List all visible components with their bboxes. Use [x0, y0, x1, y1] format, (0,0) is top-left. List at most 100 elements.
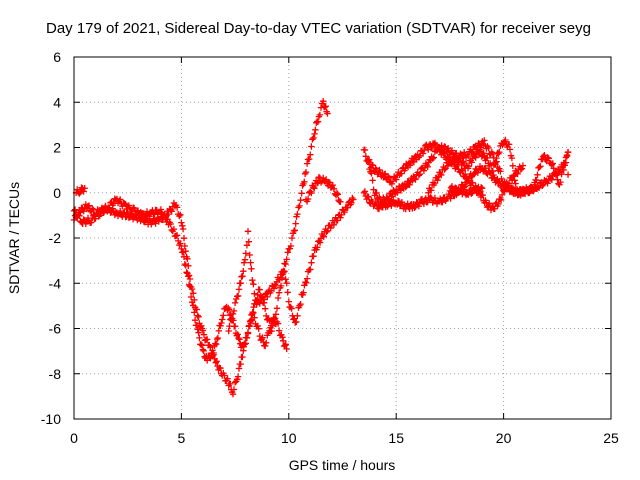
data-point-marker [547, 160, 562, 187]
data-point-marker [500, 136, 513, 151]
data-point-marker [272, 289, 283, 318]
data-point-marker [253, 290, 270, 308]
data-point-marker [249, 309, 259, 328]
data-point-marker [463, 155, 476, 172]
data-point-marker [285, 298, 298, 323]
series-track-b [70, 195, 290, 364]
data-point-marker [472, 183, 485, 196]
data-point-marker [274, 320, 285, 339]
series-track-a [70, 98, 331, 398]
data-point-marker [178, 245, 188, 268]
data-point-marker [219, 369, 231, 384]
data-point-marker [564, 148, 572, 156]
data-point-marker [307, 134, 317, 158]
data-point-marker [238, 256, 249, 280]
data-point-marker [506, 146, 519, 187]
data-point-marker [285, 234, 296, 253]
series-track-c [72, 173, 357, 335]
data-point-marker [240, 334, 251, 350]
x-tick-label: 20 [496, 430, 512, 446]
chart-title: Day 179 of 2021, Sidereal Day-to-day VTE… [46, 20, 591, 37]
data-point-marker [231, 323, 242, 342]
data-point-marker [81, 185, 88, 192]
data-point-marker [281, 268, 291, 296]
data-point-marker [264, 315, 274, 331]
data-point-marker [418, 156, 433, 174]
y-axis-label: SDTVAR / TECUs [6, 182, 22, 294]
data-point-marker [146, 214, 162, 228]
data-point-marker [195, 329, 206, 349]
data-point-marker [564, 171, 572, 178]
data-point-marker [496, 186, 508, 204]
x-axis-label: GPS time / hours [289, 457, 396, 473]
data-point-marker [244, 228, 255, 272]
data-point-marker [171, 201, 184, 220]
data-point-marker [350, 196, 357, 203]
data-point-marker [405, 152, 420, 169]
data-point-marker [212, 358, 225, 377]
data-point-marker [186, 283, 197, 309]
data-point-marker [279, 334, 289, 350]
data-point-marker [302, 188, 315, 205]
data-point-marker [186, 275, 197, 297]
y-tick-label: -4 [49, 275, 62, 291]
x-tick-labels: 0 5 10 15 20 25 [70, 430, 619, 446]
data-point-marker [371, 189, 384, 204]
data-point-marker [289, 213, 300, 237]
data-point-marker [343, 194, 356, 211]
data-point-marker [476, 146, 489, 164]
data-point-marker [298, 170, 309, 197]
data-point-marker [195, 313, 206, 332]
data-point-marker [182, 262, 193, 288]
data-point-marker [234, 280, 244, 300]
data-point-marker [463, 175, 476, 189]
y-tick-label: -2 [49, 230, 62, 246]
data-point-marker [262, 329, 272, 350]
data-point-marker [487, 170, 502, 188]
data-point-marker [317, 226, 330, 242]
data-point-marker [451, 154, 463, 166]
data-point-marker [478, 164, 493, 178]
data-point-marker [367, 168, 377, 193]
data-point-marker [298, 275, 311, 298]
data-point-marker [214, 319, 225, 342]
data-point-marker [388, 168, 403, 188]
data-point-marker [393, 181, 407, 196]
data-point-marker [337, 198, 344, 205]
data-point-marker [223, 303, 234, 319]
x-tick-label: 25 [603, 430, 619, 446]
data-point-marker [210, 335, 221, 357]
x-tick-label: 15 [388, 430, 404, 446]
data-point-marker [77, 201, 89, 216]
data-point-marker [324, 110, 331, 117]
data-point-marker [489, 199, 502, 213]
data-point-marker [457, 166, 470, 181]
y-tick-label: 4 [53, 94, 61, 110]
y-tick-label: -8 [49, 366, 62, 382]
y-tick-label: 2 [53, 140, 61, 156]
x-tick-label: 5 [178, 430, 186, 446]
y-tick-label: 6 [53, 49, 61, 65]
data-point-marker [83, 202, 98, 218]
data-point-marker [281, 249, 291, 268]
data-point-marker [438, 159, 450, 179]
x-tick-label: 10 [281, 430, 297, 446]
plot-frame [73, 56, 612, 420]
data-point-marker [178, 219, 188, 250]
grid-lines [74, 57, 611, 419]
x-tick-label: 0 [70, 430, 78, 446]
data-point-marker [304, 253, 317, 275]
data-point-marker [113, 195, 128, 210]
data-point-marker [414, 142, 429, 161]
y-tick-label: -6 [49, 321, 62, 337]
data-point-marker [556, 152, 571, 188]
y-tick-label: 0 [53, 185, 61, 201]
data-point-marker [191, 296, 201, 319]
data-point-marker [513, 185, 528, 199]
data-point-marker [302, 155, 313, 176]
y-tick-label: -10 [41, 411, 61, 427]
data-point-marker [283, 345, 290, 353]
data-point-marker [242, 242, 251, 257]
data-point-marker [431, 169, 444, 187]
data-point-marker [311, 237, 324, 254]
